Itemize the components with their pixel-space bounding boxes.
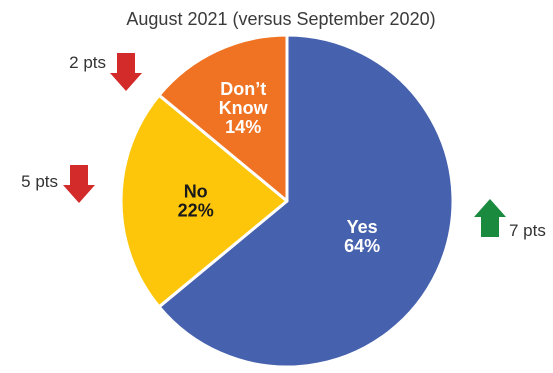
change-text-yes: 7 pts [509, 221, 546, 240]
change-yes: 7 pts [474, 199, 546, 240]
change-indicators: 7 pts 5 pts 2 pts [21, 53, 546, 240]
arrow-down-icon [63, 165, 95, 203]
slice-label-no: No 22% [178, 182, 214, 221]
arrow-down-icon [110, 53, 142, 91]
change-don-t-know: 2 pts [69, 53, 142, 91]
arrow-up-icon [474, 199, 506, 237]
pie-slice-yes [157, 33, 455, 369]
change-no: 5 pts [21, 165, 95, 203]
slice-label-yes: Yes 64% [344, 217, 380, 256]
change-text-don-t-know: 2 pts [69, 53, 106, 72]
slice-label-don-t-know: Don’t Know 14% [219, 79, 269, 137]
pie-slice-no [119, 93, 289, 309]
chart-title: August 2021 (versus September 2020) [126, 9, 435, 29]
pie-slice-don-t-know [157, 33, 289, 203]
pie-slices [119, 33, 455, 369]
slice-labels: Yes 64% No 22% Don’t Know 14% [178, 79, 380, 256]
change-text-no: 5 pts [21, 172, 58, 191]
